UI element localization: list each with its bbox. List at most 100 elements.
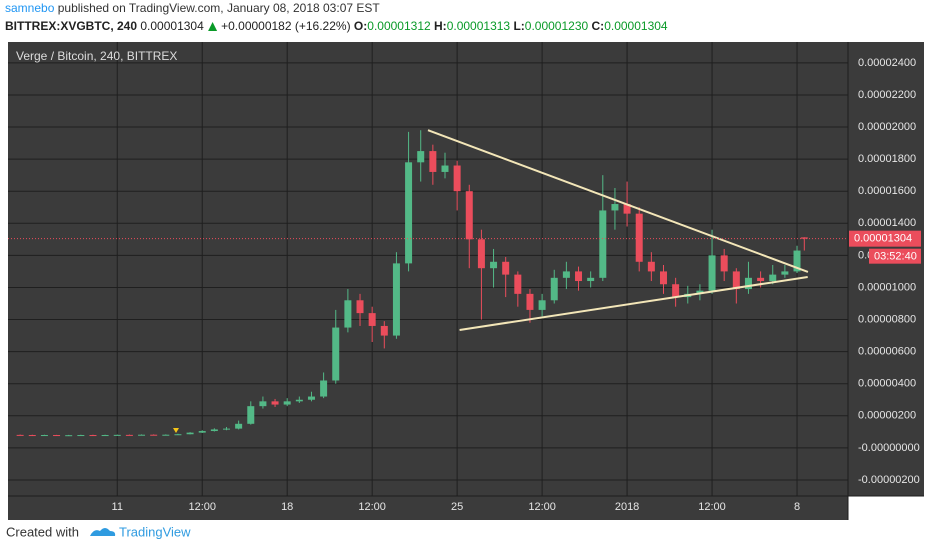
y-tick-label: -0.00000200 <box>858 474 920 486</box>
candle-body <box>672 284 680 298</box>
y-tick-label: 0.00000400 <box>858 378 916 390</box>
x-tick-label: 12:00 <box>528 501 556 513</box>
candle-body <box>599 210 607 278</box>
change: +0.00000182 (+16.22%) <box>221 19 350 33</box>
candle-body <box>514 274 522 294</box>
candle-body <box>247 406 255 424</box>
candle-body <box>16 434 24 436</box>
last-price-box <box>849 230 921 247</box>
high-key: H: <box>434 19 447 33</box>
trendline <box>427 129 809 273</box>
x-tick-label: 2018 <box>615 501 639 513</box>
candle-body <box>623 204 631 214</box>
up-arrow <box>208 22 218 31</box>
candle-body <box>550 277 558 301</box>
y-tick-label: 0.00001000 <box>858 281 916 293</box>
plot <box>8 42 848 496</box>
y-tick-label: -0.00000000 <box>858 442 920 454</box>
candle-body <box>562 271 570 278</box>
event-marker <box>173 428 179 433</box>
time-axis-background <box>8 496 848 520</box>
y-tick-label: 0.00000600 <box>858 346 916 358</box>
candle-body <box>271 401 279 405</box>
x-tick-label: 12:00 <box>188 501 216 513</box>
candle-body <box>526 293 534 310</box>
symbol: BITTREX:XVGBTC, 240 <box>5 19 137 33</box>
candle-body <box>611 204 619 211</box>
y-tick-label: 0.00001600 <box>858 185 916 197</box>
high: 0.00001313 <box>447 19 511 33</box>
candle-body <box>356 300 364 314</box>
candle-body <box>477 239 485 269</box>
candle-body <box>89 435 97 437</box>
candle-body <box>769 274 777 282</box>
x-tick-label: 18 <box>281 501 293 513</box>
candle-body <box>793 250 801 272</box>
candle-body <box>222 428 230 430</box>
y-tick-label: 0.00000200 <box>858 410 916 422</box>
published: published on TradingView.com, January 08… <box>58 1 381 15</box>
trendline <box>459 276 808 331</box>
candle-body <box>744 277 752 290</box>
candle-body <box>259 401 267 407</box>
close-key: C: <box>592 19 605 33</box>
candle-body <box>696 290 704 294</box>
created-with: Created with <box>6 524 79 539</box>
y-tick-label: 0.00001400 <box>858 217 916 229</box>
candle-body <box>186 432 194 435</box>
candle-body <box>295 399 303 402</box>
candle-body <box>635 213 643 262</box>
candle-body <box>53 435 61 437</box>
low-key: L: <box>513 19 524 33</box>
header-line-1: samnebo published on TradingView.com, Ja… <box>5 1 380 15</box>
candle-body <box>162 434 170 436</box>
candle-body <box>405 162 413 264</box>
x-tick-label: 11 <box>112 501 123 513</box>
countdown: 03:52:40 <box>874 251 917 263</box>
candle-body <box>538 300 546 310</box>
open-key: O: <box>354 19 367 33</box>
y-tick-label: 0.00002200 <box>858 89 916 101</box>
candle-body <box>344 300 352 328</box>
candle-body <box>441 165 449 172</box>
candle-body <box>198 431 206 433</box>
candle-body <box>307 396 315 400</box>
candle-body <box>800 237 808 239</box>
candle-body <box>28 435 36 437</box>
candle-body <box>125 434 133 436</box>
candle-body <box>781 271 789 275</box>
candle-body <box>138 434 146 436</box>
y-tick-label: 0.00002400 <box>858 57 916 69</box>
author[interactable]: samnebo <box>5 1 55 15</box>
header-line-2: BITTREX:XVGBTC, 240 0.00001304 +0.000001… <box>5 19 668 33</box>
x-tick-label: 8 <box>794 501 800 513</box>
candle-body <box>77 435 85 437</box>
candle-body <box>417 151 425 163</box>
candle-body <box>320 380 328 397</box>
candle-body <box>65 435 73 437</box>
candle-body <box>368 313 376 326</box>
candle-body <box>392 263 400 336</box>
candle-body <box>708 255 716 291</box>
candle-body <box>429 151 437 172</box>
y-tick-label: 0.00001800 <box>858 153 916 165</box>
candle-body <box>720 255 728 272</box>
low: 0.00001230 <box>525 19 589 33</box>
candle-body <box>40 435 48 437</box>
candle-body <box>490 261 498 269</box>
brand[interactable]: TradingView <box>119 524 191 539</box>
candle-body <box>174 434 182 436</box>
chart-title: Verge / Bitcoin, 240, BITTREX <box>16 49 177 63</box>
candle-body <box>659 271 667 285</box>
y-tick-label: 0.00000800 <box>858 313 916 325</box>
candle-body <box>587 277 595 282</box>
y-tick-label: 0.00002000 <box>858 121 916 133</box>
last-price-label: 0.00001304 <box>854 233 912 245</box>
brand-logo <box>90 528 116 536</box>
candle-body <box>150 434 158 436</box>
open: 0.00001312 <box>367 19 431 33</box>
candle-body <box>235 423 243 429</box>
candle-body <box>210 429 218 432</box>
candle-body <box>502 261 510 275</box>
